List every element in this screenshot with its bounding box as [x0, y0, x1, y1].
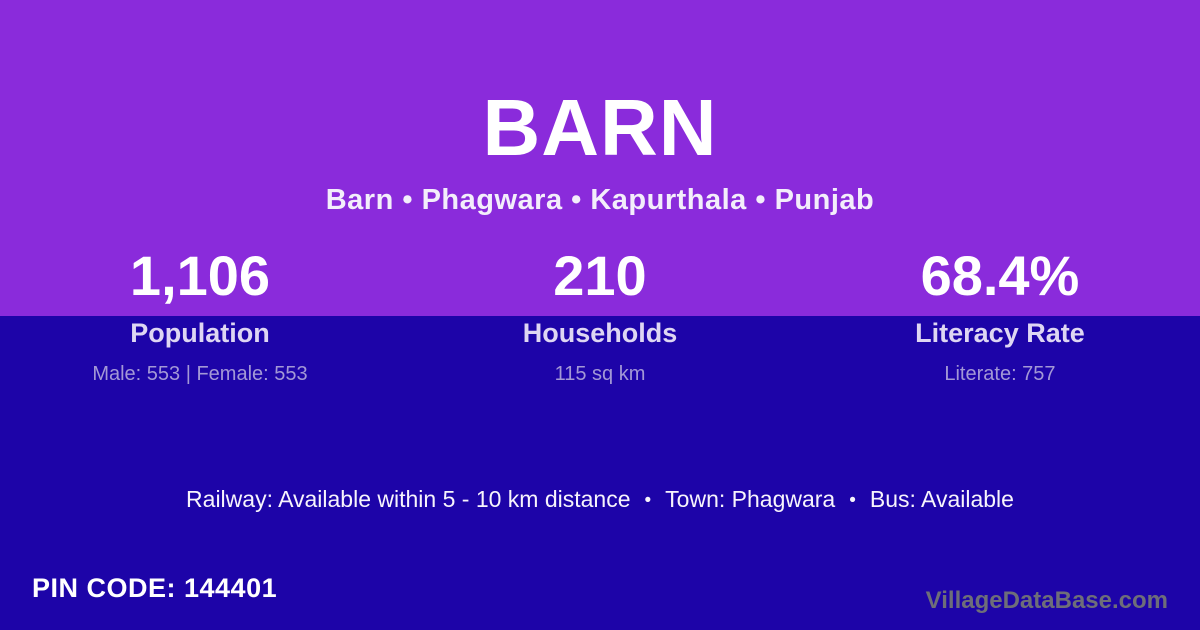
literacy-label: Literacy Rate — [915, 318, 1085, 348]
bus-info: Bus: Available — [869, 486, 1014, 512]
households-label: Households — [522, 318, 678, 348]
town-info: Town: Phagwara — [665, 486, 836, 512]
literacy-value: 68.4% — [920, 244, 1080, 307]
separator-dot: • — [644, 490, 652, 511]
stat-literacy: 68.4% Literacy Rate Literate: 757 — [800, 244, 1200, 385]
amenities-line: Railway: Available within 5 - 10 km dist… — [0, 486, 1200, 513]
header-band — [0, 0, 1200, 316]
separator-dot: • — [849, 490, 856, 511]
stat-households: 210 Households 115 sq km — [400, 244, 800, 385]
households-value: 210 — [553, 244, 647, 307]
village-title: BARN — [482, 83, 718, 172]
railway-info: Railway: Available within 5 - 10 km dist… — [186, 486, 631, 512]
literacy-detail: Literate: 757 — [944, 363, 1056, 385]
population-detail: Male: 553 | Female: 553 — [92, 363, 308, 385]
stats-row: 1,106 Population Male: 553 | Female: 553… — [0, 244, 1200, 385]
population-label: Population — [130, 318, 270, 348]
watermark-brand: VillageDataBase.com — [925, 587, 1168, 614]
households-detail: 115 sq km — [554, 363, 646, 385]
location-breadcrumb: Barn • Phagwara • Kapurthala • Punjab — [325, 184, 875, 216]
population-value: 1,106 — [129, 244, 271, 307]
stat-population: 1,106 Population Male: 553 | Female: 553 — [0, 244, 400, 385]
pin-code: PIN CODE: 144401 — [32, 573, 278, 603]
